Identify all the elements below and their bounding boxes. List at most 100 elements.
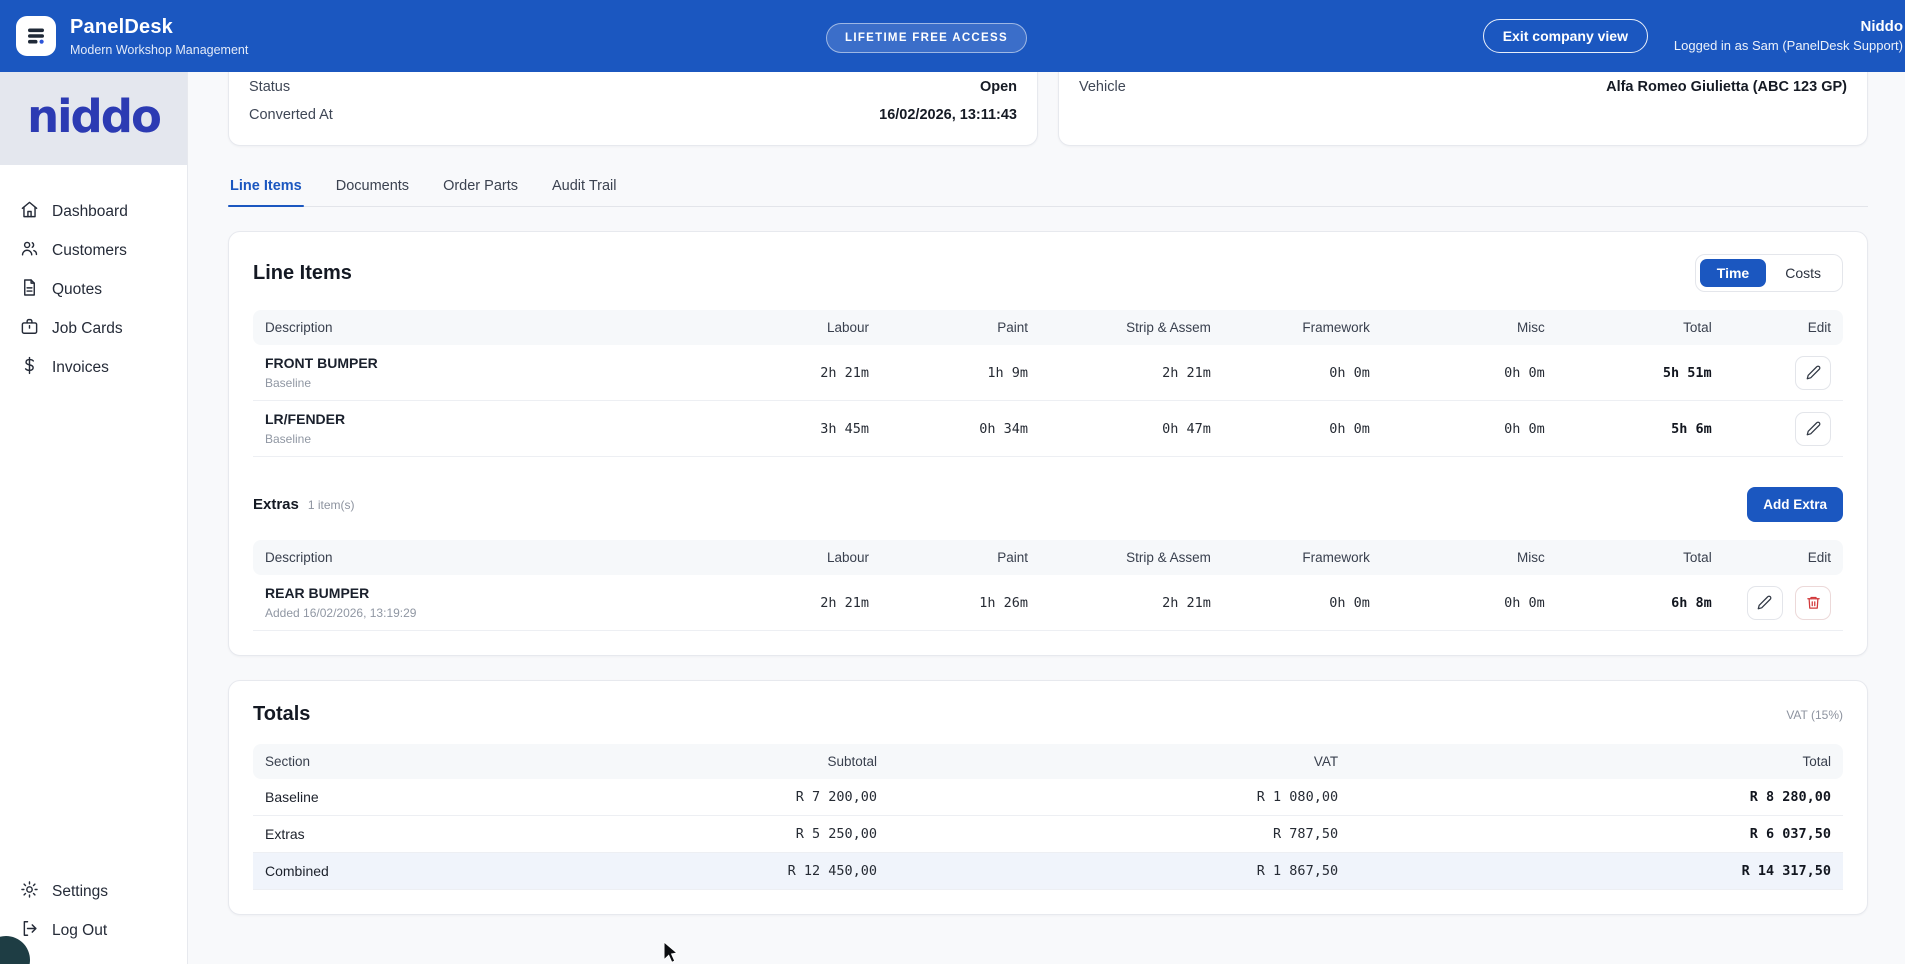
col-misc: Misc	[1381, 310, 1557, 345]
total-value: R 14 317,50	[1350, 852, 1843, 890]
section-name: Baseline	[253, 779, 603, 816]
company-name: Niddo	[1860, 18, 1904, 36]
col-labour: Labour	[698, 540, 882, 575]
total-value: R 8 280,00	[1350, 779, 1843, 816]
status-value: Open	[979, 79, 1017, 95]
time-costs-toggle: Time Costs	[1694, 254, 1843, 292]
col-subtotal: Subtotal	[602, 744, 889, 779]
col-strip-assem: Strip & Assem	[1040, 540, 1223, 575]
app-title: PanelDesk	[70, 15, 173, 38]
total-value: 5h 51m	[1556, 345, 1724, 401]
logout-icon	[20, 919, 39, 943]
paneldesk-logo-icon	[16, 16, 56, 56]
sidebar-item-log-out[interactable]: Log Out	[0, 911, 187, 950]
table-row: REAR BUMPER Added 16/02/2026, 13:19:29 2…	[253, 575, 1843, 631]
toggle-time-button[interactable]: Time	[1699, 259, 1767, 287]
subtotal-value: R 7 200,00	[602, 779, 889, 816]
tab-audit-trail[interactable]: Audit Trail	[552, 178, 617, 194]
edit-item-button[interactable]	[1746, 585, 1783, 620]
sidebar-item-label: Log Out	[52, 921, 108, 939]
sidebar-item-settings[interactable]: Settings	[0, 872, 187, 911]
line-items-header: Line Items Time Costs	[253, 254, 1843, 292]
section-name: Combined	[253, 852, 603, 890]
sidebar-item-quotes[interactable]: Quotes	[0, 270, 187, 309]
toggle-costs-button[interactable]: Costs	[1768, 259, 1838, 287]
misc-value: 0h 0m	[1381, 400, 1557, 457]
tab-documents[interactable]: Documents	[335, 178, 410, 194]
edit-item-button[interactable]	[1795, 355, 1831, 390]
col-description: Description	[253, 310, 699, 345]
sidebar-item-dashboard[interactable]: Dashboard	[0, 192, 187, 231]
col-paint: Paint	[881, 310, 1041, 345]
col-total: Total	[1556, 540, 1724, 575]
line-items-card: Line Items Time Costs Description Labour…	[228, 231, 1868, 656]
sidebar-item-job-cards[interactable]: Job Cards	[0, 309, 187, 348]
sidebar-item-invoices[interactable]: Invoices	[0, 348, 187, 387]
row-actions	[1723, 400, 1843, 457]
subtotal-value: R 12 450,00	[602, 852, 889, 890]
vehicle-value: Alfa Romeo Giulietta (ABC 123 GP)	[1606, 79, 1847, 95]
framework-value: 0h 0m	[1222, 575, 1382, 631]
line-items-title: Line Items	[253, 261, 352, 284]
extras-table: Description Labour Paint Strip & Assem F…	[253, 540, 1843, 631]
users-icon	[20, 239, 39, 263]
paint-value: 0h 34m	[881, 400, 1041, 457]
total-value: R 6 037,50	[1350, 815, 1843, 853]
tab-order-parts[interactable]: Order Parts	[443, 178, 518, 194]
totals-table: Section Subtotal VAT Total Baseline R 7 …	[253, 744, 1843, 890]
col-edit: Edit	[1723, 540, 1843, 575]
table-header-row: Description Labour Paint Strip & Assem F…	[253, 310, 1843, 345]
item-subtitle: Baseline	[265, 432, 312, 446]
item-description-cell: REAR BUMPER Added 16/02/2026, 13:19:29	[253, 575, 699, 631]
tab-line-items[interactable]: Line Items	[228, 168, 304, 207]
item-name: LR/FENDER	[265, 411, 346, 427]
totals-header: Totals VAT (15%)	[253, 703, 1843, 726]
converted-at-label: Converted At	[249, 107, 333, 123]
item-subtitle: Added 16/02/2026, 13:19:29	[265, 606, 417, 620]
col-section: Section	[253, 744, 603, 779]
framework-value: 0h 0m	[1222, 345, 1382, 401]
strip-assem-value: 2h 21m	[1040, 345, 1223, 401]
col-framework: Framework	[1222, 540, 1382, 575]
delete-item-button[interactable]	[1795, 585, 1831, 620]
strip-assem-value: 2h 21m	[1040, 575, 1223, 631]
col-framework: Framework	[1222, 310, 1382, 345]
col-total: Total	[1556, 310, 1724, 345]
labour-value: 2h 21m	[698, 345, 882, 401]
edit-item-button[interactable]	[1795, 411, 1831, 446]
totals-card: Totals VAT (15%) Section Subtotal VAT To…	[228, 680, 1868, 915]
extras-title: Extras	[253, 496, 299, 513]
item-description-cell: LR/FENDER Baseline	[253, 400, 699, 457]
total-value: 5h 6m	[1556, 400, 1724, 457]
lifetime-access-badge: LIFETIME FREE ACCESS	[826, 23, 1027, 53]
add-extra-button[interactable]: Add Extra	[1747, 487, 1843, 522]
status-card: Status Open Converted At 16/02/2026, 13:…	[228, 72, 1038, 146]
col-strip-assem: Strip & Assem	[1040, 310, 1223, 345]
sidebar-item-label: Job Cards	[52, 319, 123, 337]
item-name: FRONT BUMPER	[265, 355, 378, 371]
col-misc: Misc	[1381, 540, 1557, 575]
vehicle-card: Vehicle Alfa Romeo Giulietta (ABC 123 GP…	[1058, 72, 1868, 146]
vat-value: R 1 867,50	[888, 852, 1351, 890]
col-paint: Paint	[881, 540, 1041, 575]
sidebar-item-customers[interactable]: Customers	[0, 231, 187, 270]
converted-at-row: Converted At 16/02/2026, 13:11:43	[249, 101, 1017, 129]
totals-row-baseline: Baseline R 7 200,00 R 1 080,00 R 8 280,0…	[253, 779, 1843, 816]
brand-text: PanelDesk Modern Workshop Management	[70, 16, 248, 57]
extras-count: 1 item(s)	[307, 498, 355, 512]
row-actions	[1723, 345, 1843, 401]
framework-value: 0h 0m	[1222, 400, 1382, 457]
paint-value: 1h 9m	[881, 345, 1041, 401]
dollar-icon	[20, 356, 39, 380]
exit-company-view-button[interactable]: Exit company view	[1482, 18, 1648, 53]
misc-value: 0h 0m	[1381, 345, 1557, 401]
total-value: 6h 8m	[1556, 575, 1724, 631]
document-icon	[20, 278, 39, 302]
logged-in-as: Logged in as Sam (PanelDesk Support)	[1673, 38, 1903, 54]
table-header-row: Section Subtotal VAT Total	[253, 744, 1843, 779]
sidebar-item-label: Settings	[52, 882, 109, 900]
paint-value: 1h 26m	[881, 575, 1041, 631]
totals-title: Totals	[253, 703, 311, 725]
vehicle-row: Vehicle Alfa Romeo Giulietta (ABC 123 GP…	[1079, 73, 1847, 101]
